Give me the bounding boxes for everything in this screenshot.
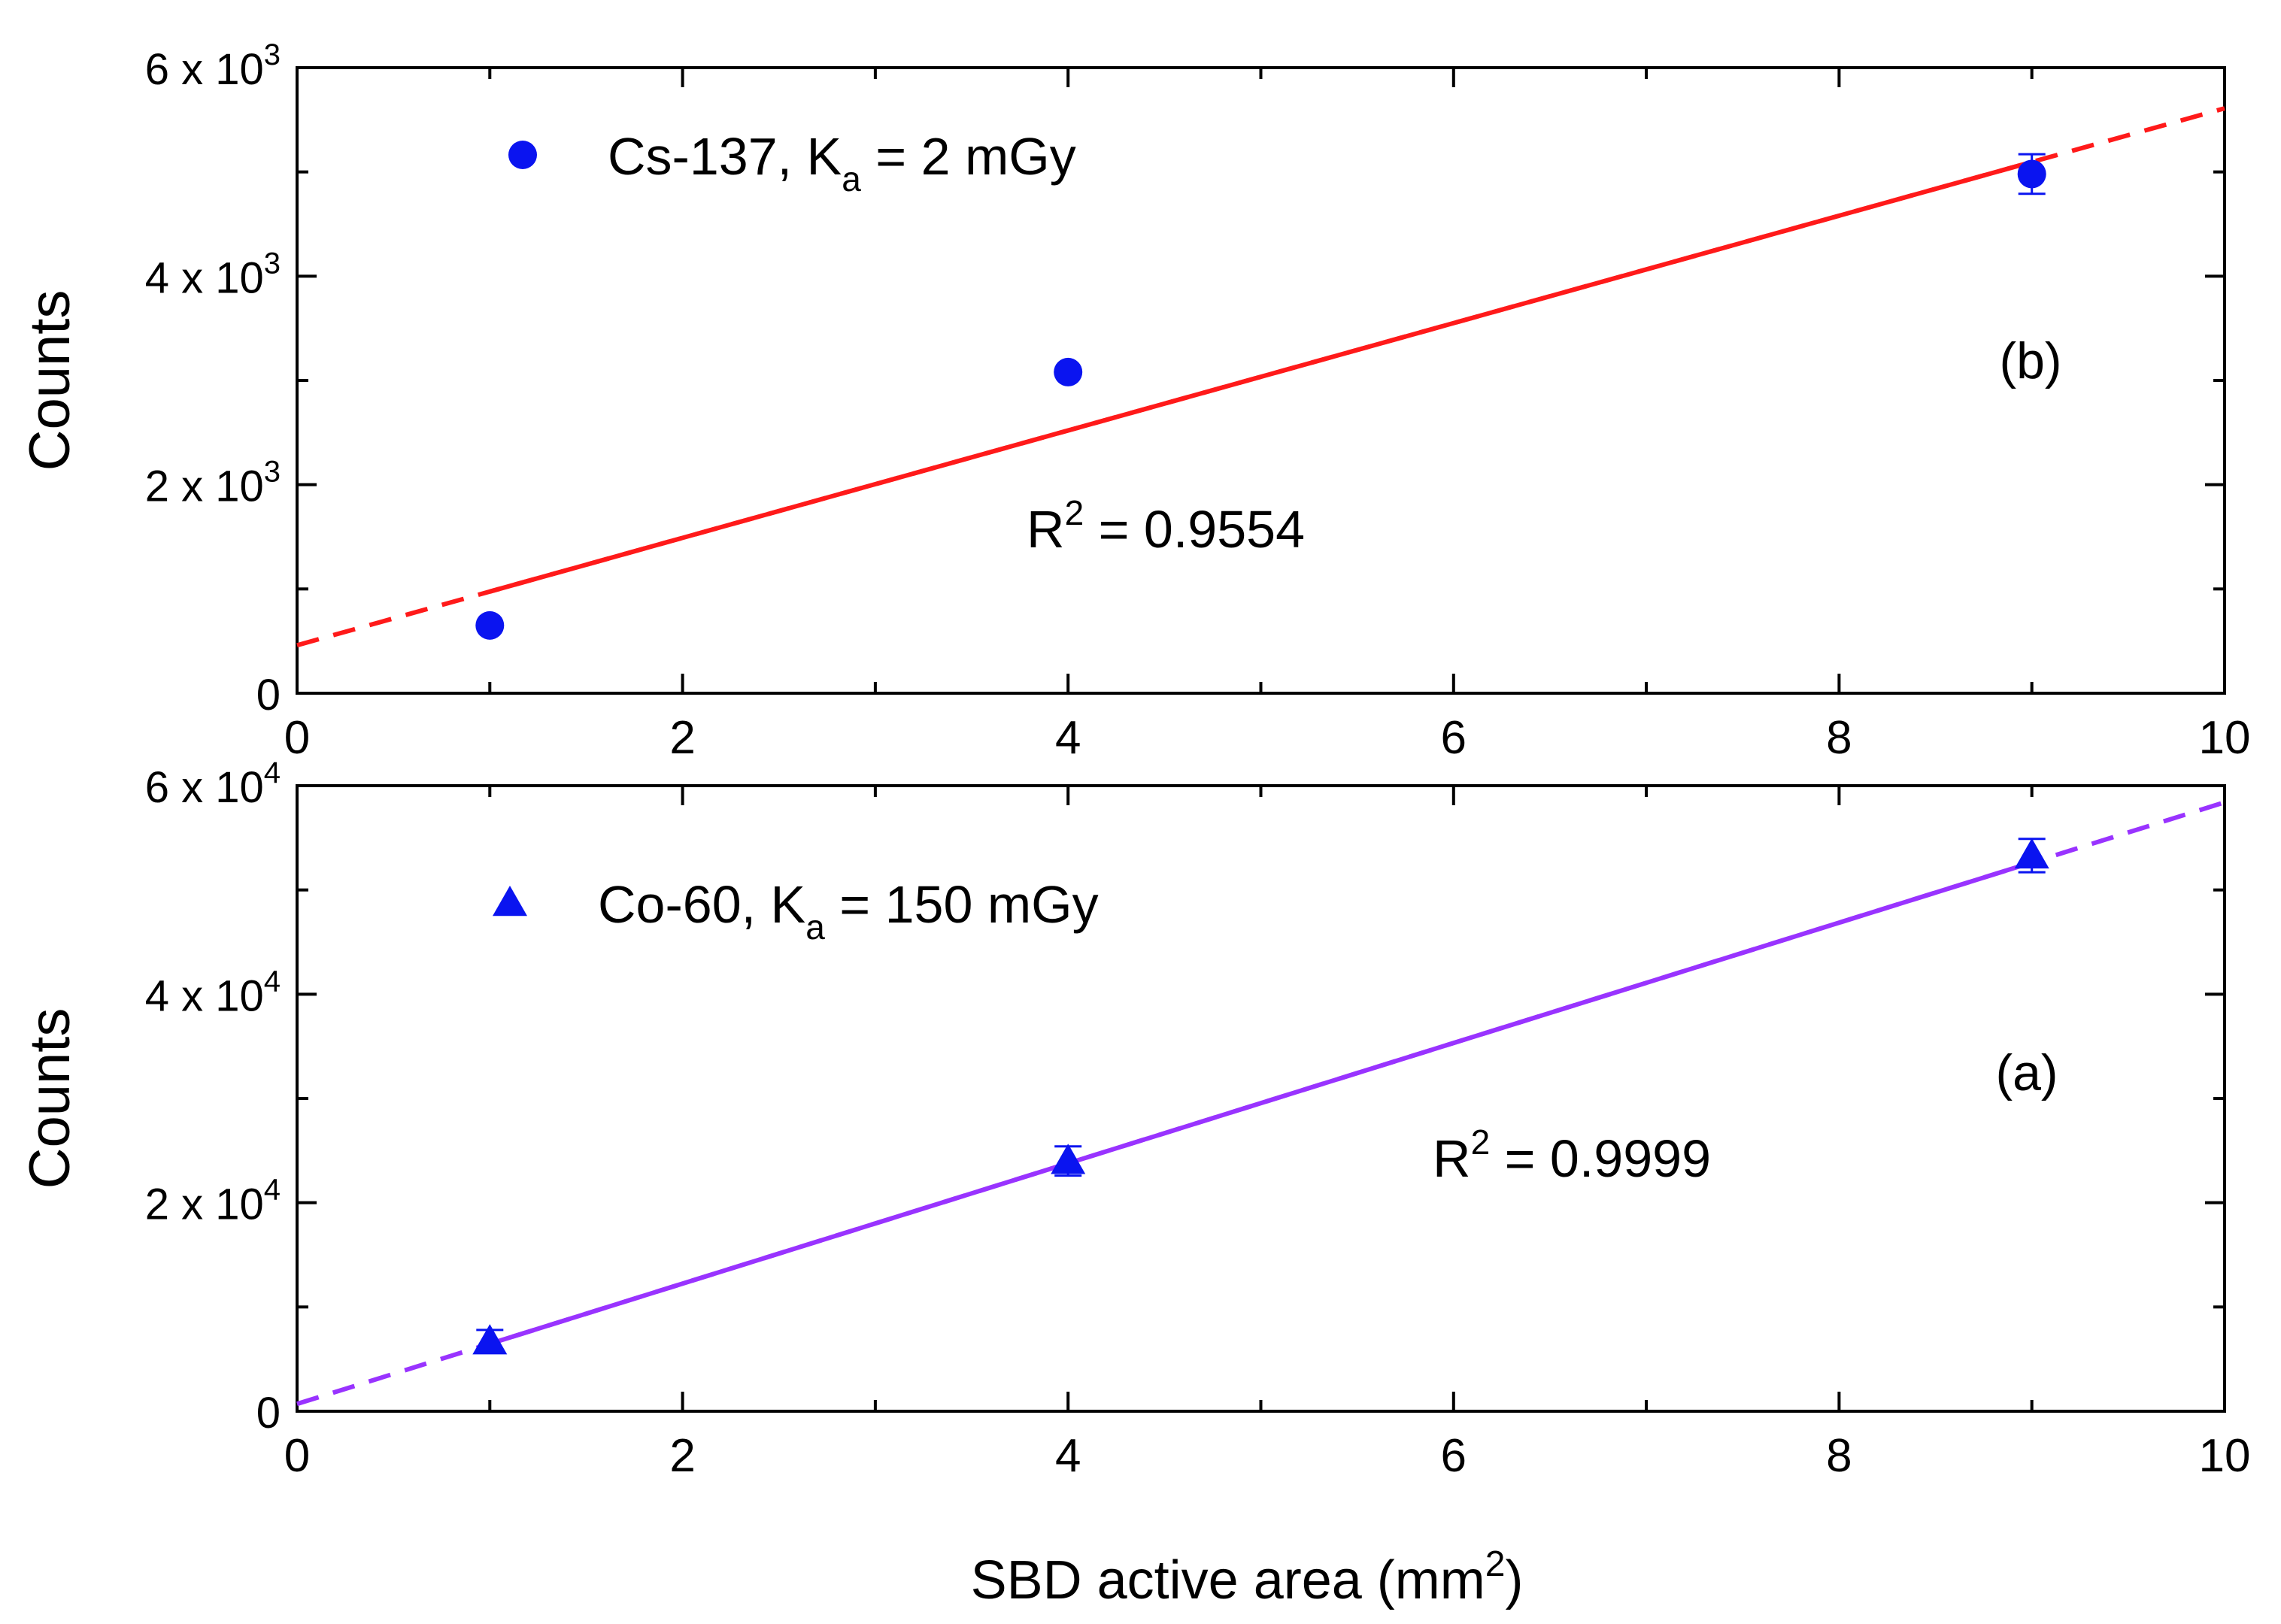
bottom-fit-line <box>489 860 2033 1347</box>
top-y-tick-label: 2 x 103 <box>145 456 281 511</box>
top-x-tick-label: 0 <box>284 712 310 764</box>
top-x-tick-label: 6 <box>1441 712 1467 764</box>
top-x-tick-label: 10 <box>2199 712 2251 764</box>
bottom-y-tick-label: 0 <box>256 1389 281 1438</box>
top-data-point <box>1054 357 1083 386</box>
top-y-tick-label: 4 x 103 <box>145 247 281 302</box>
bottom-data-point <box>1051 1144 1086 1174</box>
bottom-legend-label: Co-60, Ka = 150 mGy <box>598 875 1099 947</box>
bottom-x-tick-label: 2 <box>669 1430 695 1482</box>
bottom-x-tick-label: 6 <box>1441 1430 1467 1482</box>
top-legend-label: Cs-137, Ka = 2 mGy <box>608 127 1076 198</box>
top-y-tick-label: 0 <box>256 671 281 720</box>
bottom-data-point <box>2014 838 2049 869</box>
top-x-tick-label: 4 <box>1055 712 1081 764</box>
bottom-r-squared-annotation: R2 = 0.9999 <box>1433 1123 1711 1188</box>
top-x-tick-label: 2 <box>669 712 695 764</box>
top-panel: 0 2 4 6 8 10 0 2 x 103 4 x 103 6 x 103 Counts Cs-13… <box>18 38 2250 764</box>
bottom-panel-label: (a) <box>1995 1044 2058 1101</box>
top-panel-label: (b) <box>1999 332 2061 389</box>
bottom-panel: 0 2 4 6 8 10 0 2 x 104 4 x 104 6 x 104 Counts Co-60… <box>18 756 2250 1482</box>
bottom-y-axis-label: Counts <box>18 1008 82 1189</box>
shared-x-axis-label: SBD active area (mm2) <box>971 1544 1524 1610</box>
top-data-point <box>475 611 505 640</box>
bottom-y-tick-label: 4 x 104 <box>145 965 281 1020</box>
top-r-squared-annotation: R2 = 0.9554 <box>1027 493 1305 559</box>
bottom-y-tick-label: 6 x 104 <box>145 756 281 812</box>
top-data-point <box>2017 159 2046 189</box>
top-y-tick-label: 6 x 103 <box>145 38 281 94</box>
bottom-x-tick-label: 0 <box>284 1430 310 1482</box>
top-legend-marker <box>508 141 537 169</box>
bottom-x-tick-label: 8 <box>1826 1430 1852 1482</box>
top-fit-line <box>489 159 2033 594</box>
top-y-axis-label: Counts <box>18 290 82 471</box>
bottom-x-tick-label: 10 <box>2199 1430 2251 1482</box>
bottom-data-point <box>472 1324 508 1355</box>
bottom-legend-marker <box>493 886 527 917</box>
bottom-x-tick-label: 4 <box>1055 1430 1081 1482</box>
top-x-tick-label: 8 <box>1826 712 1852 764</box>
bottom-y-tick-label: 2 x 104 <box>145 1174 281 1229</box>
